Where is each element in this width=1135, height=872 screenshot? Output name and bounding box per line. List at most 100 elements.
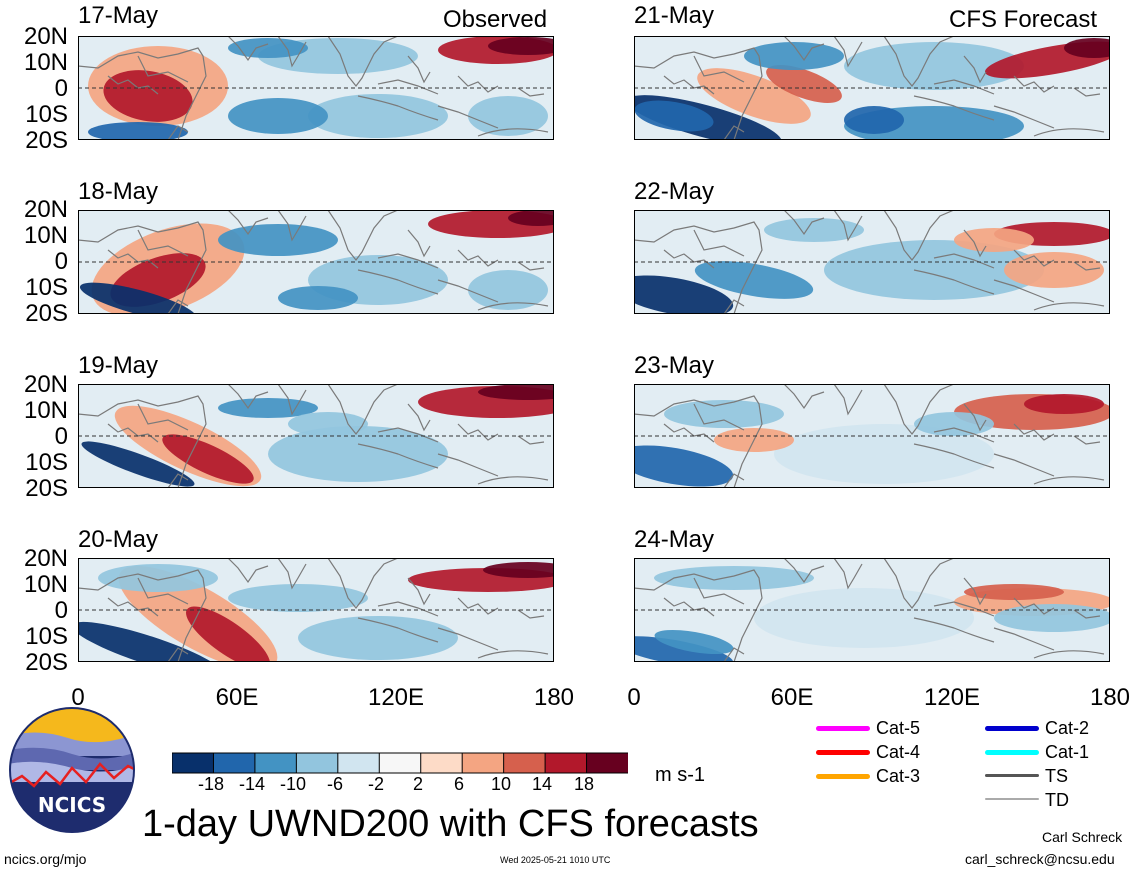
wind-anomaly-blob [98,564,218,592]
footer-timestamp: Wed 2025-05-21 1010 UTC [500,855,611,865]
wind-anomaly-blob [697,68,811,124]
coastlines [78,384,549,488]
obs-date-4: 20-May [78,526,159,553]
wind-anomaly-blob [228,98,328,134]
lat-tick: 0 [54,597,68,624]
map-frame [78,558,554,662]
wind-anomaly-blob [964,584,1064,600]
forecast-map-4 [634,558,1110,662]
lat-tick: 20N [23,23,68,50]
colorbar-tick: -14 [238,774,265,794]
forecast-map-1 [634,36,1110,140]
lon-tick-left-180: 180 [533,684,575,711]
legend-label-cat2: Cat-2 [1045,718,1090,738]
obs-date-3: 19-May [78,352,159,379]
legend-line-cat4 [816,750,870,755]
forecast-map-3 [634,384,1110,488]
wind-anomaly-blob [766,65,842,103]
wind-anomaly-blob [228,38,308,58]
wind-anomaly-blob [162,434,254,484]
wind-anomaly-blob [103,70,193,122]
colorbar-swatch [172,752,215,774]
observed-map-2 [78,210,554,314]
colorbar-tick: -10 [279,774,306,794]
wind-anomaly-blob [1004,252,1104,288]
lat-tick: 20N [23,545,68,572]
wind-anomaly-blob [508,210,554,226]
wind-anomaly-blob [308,94,448,138]
wind-anomaly-blob [298,616,458,660]
forecast-map-2 [634,210,1110,314]
colorbar-swatch [378,752,422,774]
footer-url: ncics.org/mjo [4,851,87,867]
lat-tick: 0 [54,75,68,102]
lon-tick-right-120e: 120E [923,684,981,711]
wind-anomaly-blob [994,604,1110,632]
colorbar-tick: -18 [197,774,224,794]
wind-anomaly-blob [488,37,554,55]
map-frame [78,210,554,314]
fcst-date-3: 23-May [634,352,715,379]
lat-tick: 10S [25,101,68,128]
legend-label-cat3: Cat-3 [876,766,921,786]
colorbar-swatch [544,752,588,774]
lat-tick: 20N [23,371,68,398]
map-frame [78,36,554,140]
colorbar-tick: 10 [490,774,512,794]
lat-tick: 10N [23,397,68,424]
legend-line-cat3 [816,774,870,779]
map-frame [634,210,1110,314]
legend-label-cat5: Cat-5 [876,718,921,738]
wind-anomaly-blob [654,629,734,655]
lat-tick: 0 [54,248,68,275]
lat-tick: 10N [23,222,68,249]
lat-tick: 10S [25,274,68,301]
wind-anomaly-blob [824,240,1044,300]
colorbar-tick: 14 [531,774,553,794]
forecast-label: CFS Forecast [949,6,1098,33]
obs-date-2: 18-May [78,178,159,205]
wind-anomaly-blob [468,96,548,136]
obs-date-1: 17-May [78,2,159,29]
lat-tick: 20S [25,127,68,154]
logo-text: NCICS [38,793,106,817]
wind-anomaly-blob [78,621,225,662]
legend-label-cat1: Cat-1 [1045,742,1090,762]
wind-anomaly-blob [744,42,844,70]
observed-map-1 [78,36,554,140]
lon-tick-right-60e: 60E [770,684,814,711]
page-title: 1-day UWND200 with CFS forecasts [142,803,759,845]
lon-tick-left-120e: 120E [367,684,425,711]
fcst-date-4: 24-May [634,526,715,553]
wind-anomaly-blob [186,606,270,662]
lat-tick: 20S [25,475,68,502]
wind-anomaly-blob [478,384,554,400]
wind-anomaly-blob [1064,38,1110,58]
wind-anomaly-blob [664,400,784,428]
wind-anomaly-blob [228,584,368,612]
fcst-date-1: 21-May [634,2,715,29]
wind-anomaly-blob [81,441,195,487]
lat-tick: 10S [25,623,68,650]
wind-anomaly-blob [268,426,448,482]
colorbar-tick: 18 [573,774,595,794]
lon-tick-left-60e: 60E [215,684,259,711]
colorbar-tick: 2 [412,774,423,794]
map-frame [634,558,1110,662]
map-frame [634,384,1110,488]
wind-anomaly-blob [634,100,714,132]
colorbar-swatch [586,752,628,774]
ncics-logo: NCICS [9,707,135,833]
fcst-date-2: 22-May [634,178,715,205]
coastlines [78,36,549,140]
legend-line-ts [985,774,1039,777]
wind-anomaly-blob [764,218,864,242]
legend-line-td [985,798,1039,800]
colorbar-swatch [461,752,505,774]
lat-tick: 0 [54,423,68,450]
wind-anomaly-blob [278,286,358,310]
colorbar-tick: -2 [367,774,384,794]
wind-anomaly-blob [634,445,734,487]
lat-tick: 10N [23,49,68,76]
lat-tick: 10N [23,571,68,598]
